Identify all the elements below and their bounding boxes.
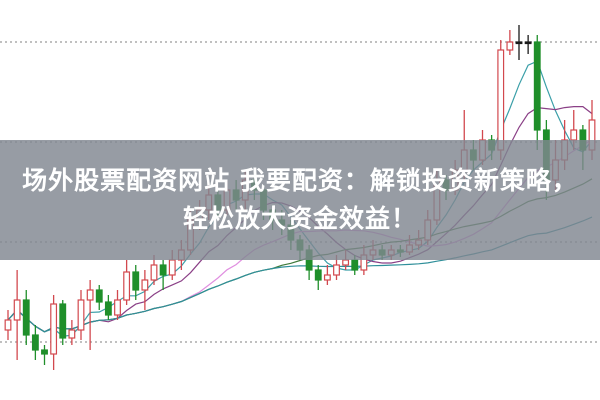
candle-body	[533, 41, 541, 131]
candle-body	[506, 41, 514, 51]
candle-body	[333, 264, 340, 276]
candle-body	[59, 303, 67, 339]
candle-body	[123, 271, 131, 301]
candle-body	[4, 319, 12, 331]
candle-body	[570, 129, 578, 141]
candle-body	[77, 299, 85, 331]
candle-body	[22, 299, 30, 336]
candle-body	[168, 259, 176, 276]
candle-body	[50, 303, 58, 355]
candle-body	[351, 259, 359, 271]
candle-body	[31, 334, 39, 351]
candle-body	[95, 289, 103, 303]
page-title: 场外股票配资网站 我要配资：解锁投资新策略，轻松放大资金效益！	[22, 166, 578, 233]
candle-body	[159, 264, 167, 276]
candle-body	[68, 329, 76, 339]
candle-body	[323, 274, 331, 281]
candle-body	[114, 299, 121, 316]
candle-body	[524, 41, 532, 45]
candle-body	[86, 289, 94, 301]
candle-body	[141, 279, 149, 291]
candle-body	[41, 349, 48, 355]
candle-body	[13, 299, 21, 321]
candle-body	[342, 259, 350, 266]
candle-body	[104, 301, 112, 316]
candle-body	[132, 271, 140, 291]
title-banner: 场外股票配资网站 我要配资：解锁投资新策略，轻松放大资金效益！	[0, 140, 600, 260]
candle-body	[515, 41, 523, 45]
candle-body	[497, 49, 505, 151]
candle-body	[150, 264, 158, 281]
candle-body	[314, 269, 322, 281]
